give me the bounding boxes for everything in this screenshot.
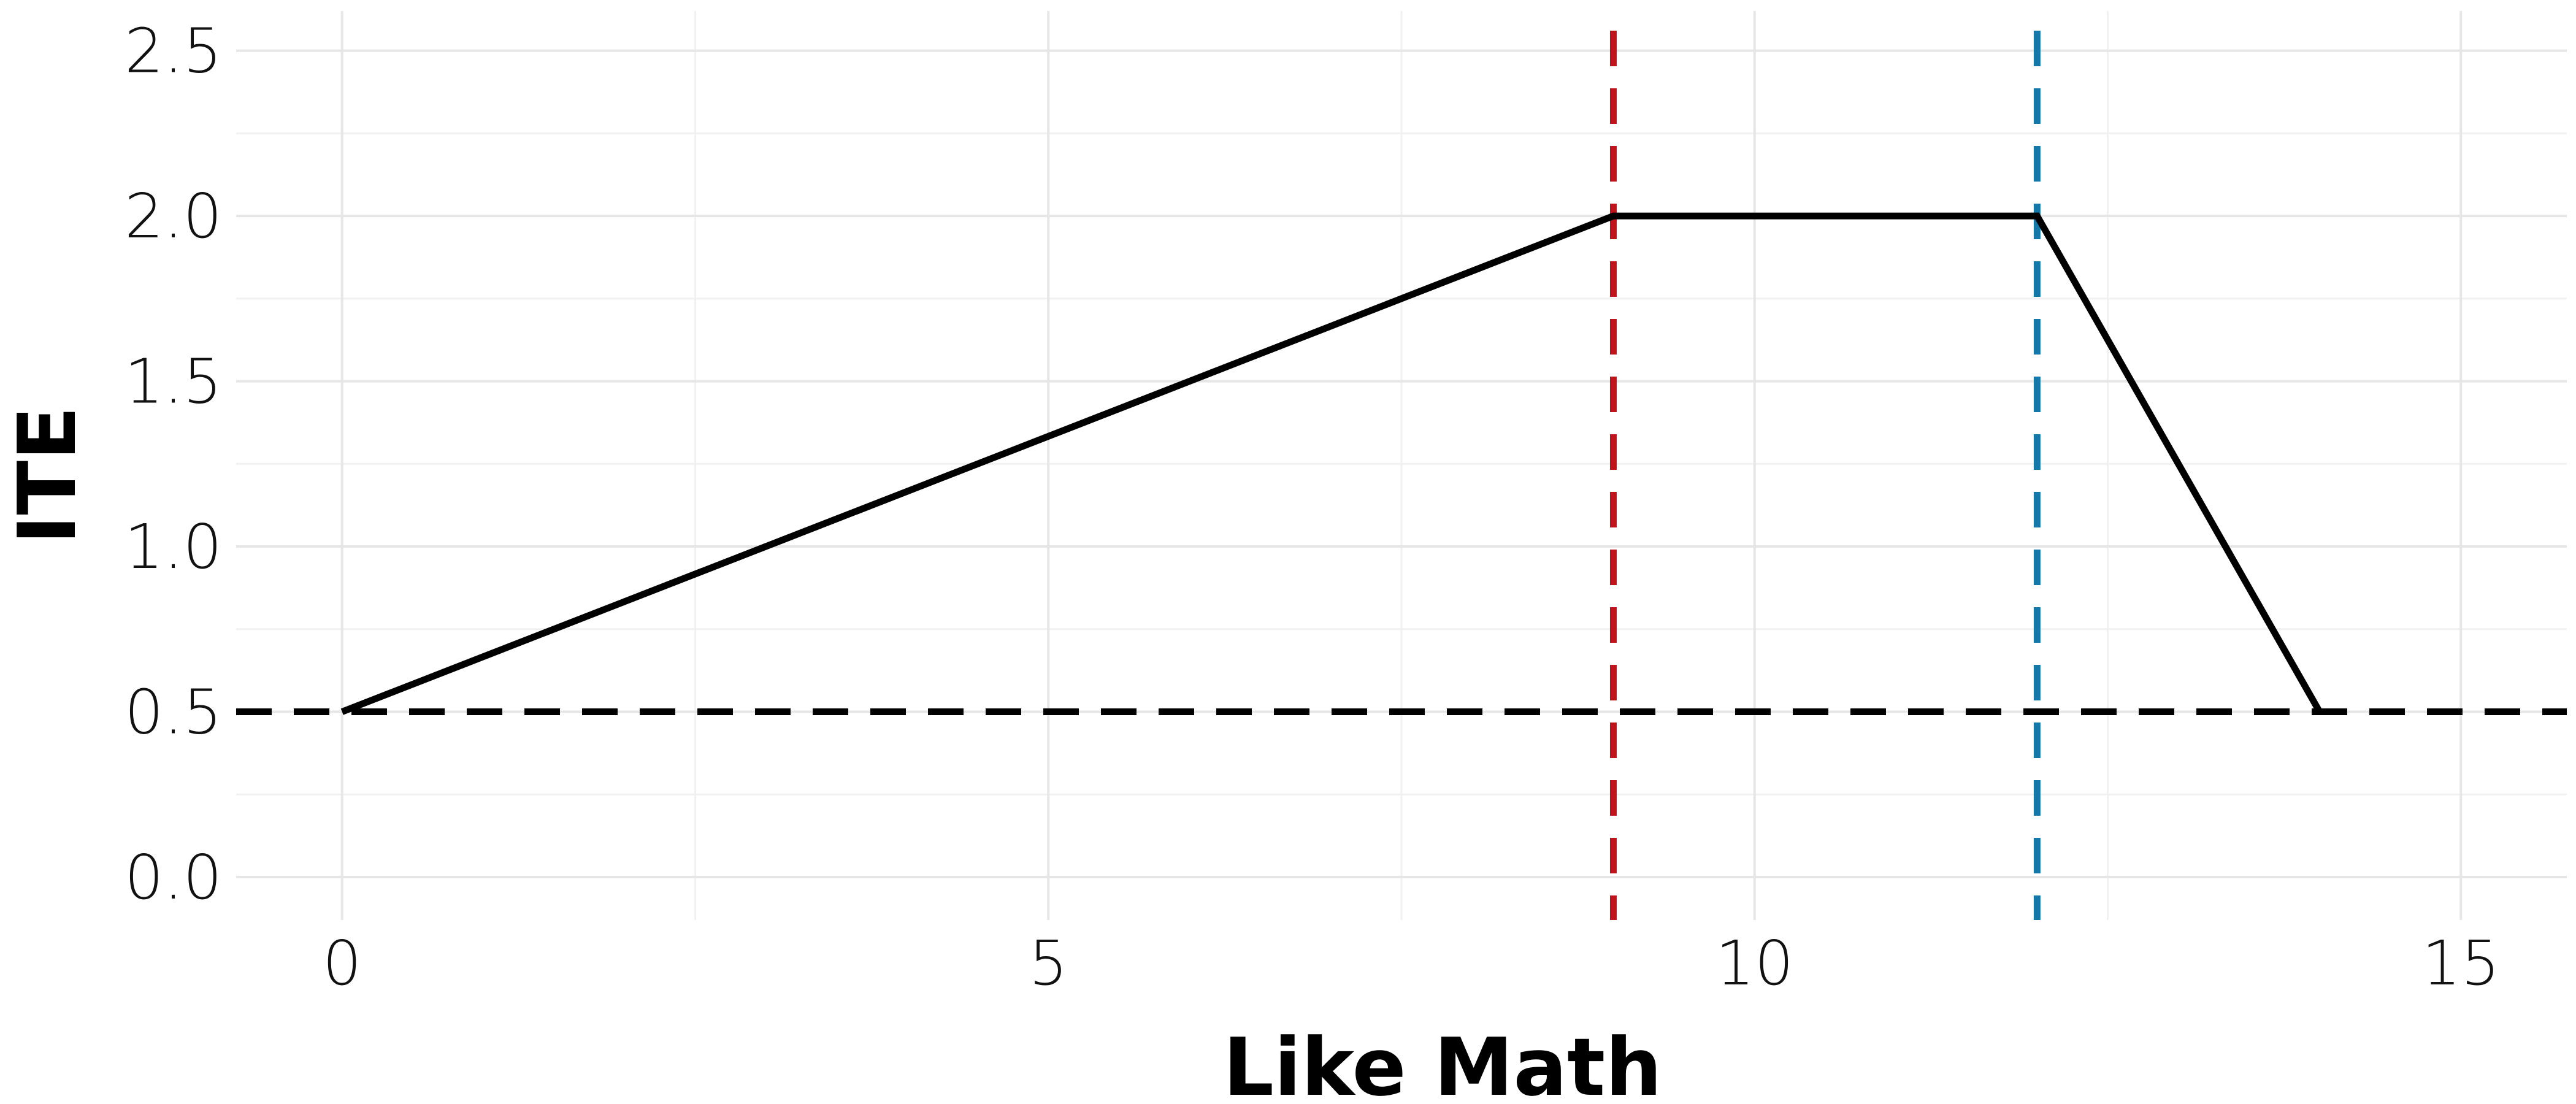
x-tick-label: 15 — [2422, 927, 2500, 999]
series — [340, 212, 2323, 715]
y-axis-ticks: 0.0 0.5 1.0 1.5 2.0 2.5 — [125, 15, 222, 913]
x-tick-label: 0 — [323, 927, 362, 999]
y-tick-label: 2.5 — [125, 15, 222, 87]
y-axis-title: ITE — [1, 406, 94, 545]
grid — [236, 11, 2567, 920]
y-tick-label: 0.0 — [125, 841, 222, 913]
series-line — [340, 212, 2323, 715]
reference-lines — [236, 31, 2567, 920]
x-tick-label: 10 — [1715, 927, 1793, 999]
x-axis-title: Like Math — [1223, 1021, 1662, 1104]
x-axis-ticks: 0 5 10 15 — [323, 927, 2500, 999]
y-tick-label: 0.5 — [125, 676, 222, 748]
x-tick-label: 5 — [1029, 927, 1068, 999]
y-tick-label: 1.0 — [125, 511, 222, 583]
y-tick-label: 1.5 — [125, 346, 222, 418]
y-tick-label: 2.0 — [125, 180, 222, 252]
